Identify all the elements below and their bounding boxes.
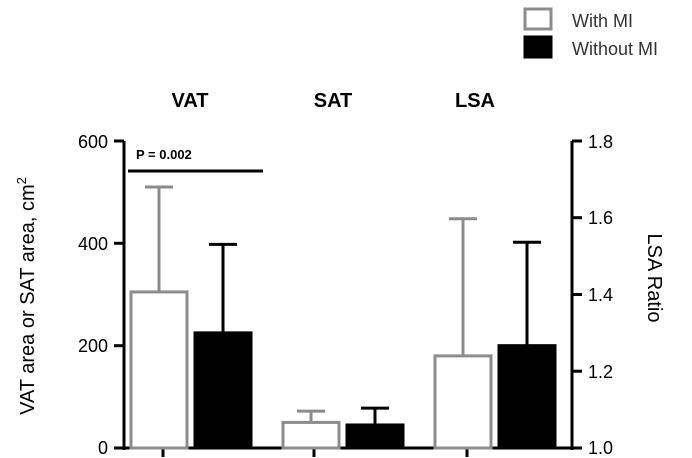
legend-swatch-without-mi — [523, 35, 553, 59]
bar-lsa-without-mi — [497, 344, 557, 450]
bars-layer — [129, 185, 557, 450]
bar-sat-with-mi — [281, 420, 341, 450]
left-tick-label-0: 0 — [98, 438, 108, 458]
left-tick-label-600: 600 — [78, 132, 108, 152]
group-label-lsa: LSA — [455, 90, 495, 112]
right-axis-title: LSA Ratio — [643, 234, 665, 323]
right-tick-label-1-0: 1.0 — [588, 438, 613, 458]
group-label-vat: VAT — [171, 90, 208, 112]
left-axis-title: VAT area or SAT area, cm2 — [14, 177, 39, 415]
left-axis-title-superscript: 2 — [14, 177, 29, 184]
bar-vat-with-mi — [129, 290, 189, 450]
left-axis-ticks: 0 200 400 600 — [78, 132, 124, 458]
bar-sat-without-mi — [345, 423, 405, 450]
legend-swatch-with-mi — [523, 7, 553, 31]
group-label-sat: SAT — [314, 90, 353, 112]
left-tick-label-200: 200 — [78, 336, 108, 356]
right-tick-label-1-6: 1.6 — [588, 208, 613, 228]
legend-label-with-mi: With MI — [572, 11, 633, 31]
right-tick-label-1-8: 1.8 — [588, 132, 613, 152]
left-axis-title-main: VAT area or SAT area, cm — [17, 184, 39, 414]
bar-lsa-with-mi — [433, 354, 493, 450]
right-axis-ticks: 1.0 1.2 1.4 1.6 1.8 — [572, 132, 613, 458]
legend-label-without-mi: Without MI — [572, 39, 658, 59]
right-tick-label-1-4: 1.4 — [588, 285, 613, 305]
bar-vat-without-mi — [193, 331, 253, 450]
right-tick-label-1-2: 1.2 — [588, 362, 613, 382]
p-value-annotation: P = 0.002 — [136, 147, 192, 162]
legend: With MI Without MI — [523, 7, 658, 59]
left-tick-label-400: 400 — [78, 234, 108, 254]
